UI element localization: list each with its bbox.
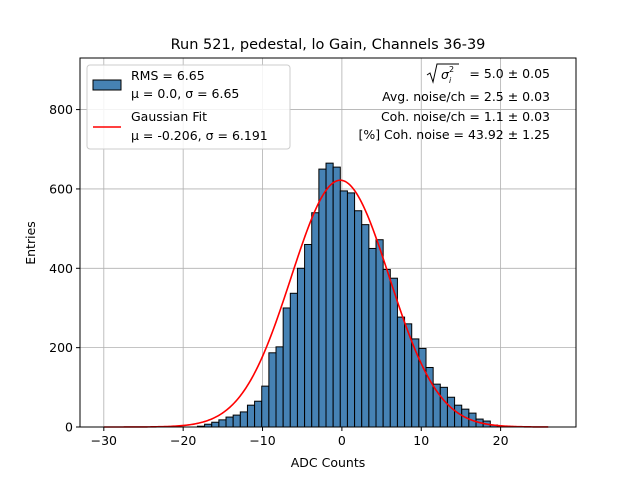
histogram-bar [446, 396, 456, 428]
legend-histogram-line2: μ = 0.0, σ = 6.65 [131, 86, 239, 101]
histogram-bar [396, 316, 406, 428]
x-axis-label: ADC Counts [291, 455, 366, 470]
y-tick-label: 400 [49, 261, 73, 276]
legend-fit-line2: μ = -0.206, σ = 6.191 [131, 128, 268, 143]
histogram-bar [239, 411, 248, 428]
annotation-sqrt-sigma: = 5.0 ± 0.05 [469, 66, 550, 81]
histogram-bar [275, 346, 284, 428]
histogram-bar [368, 247, 377, 428]
legend: RMS = 6.65 μ = 0.0, σ = 6.65 Gaussian Fi… [86, 64, 291, 150]
histogram-bar [218, 419, 227, 428]
chart-title: Run 521, pedestal, lo Gain, Channels 36-… [171, 37, 486, 53]
histogram-bar [454, 404, 463, 428]
histogram-bar [354, 210, 363, 428]
x-tick-label: −30 [91, 433, 117, 448]
annotation-coh-noise: Coh. noise/ch = 1.1 ± 0.03 [381, 109, 550, 124]
sqrt-sigma-symbol: σ 2 i [426, 63, 459, 85]
histogram-bar [211, 421, 220, 428]
histogram-bar [361, 224, 370, 428]
histogram-bar [246, 404, 256, 428]
histogram-bar [339, 190, 348, 428]
histogram-bar [268, 352, 277, 428]
histogram-bar [261, 385, 270, 428]
svg-text:σ: σ [441, 67, 450, 82]
y-axis-label: Entries [23, 221, 38, 265]
histogram-bar [346, 192, 356, 428]
histogram-bar [232, 414, 241, 428]
histogram-bar [375, 239, 384, 428]
plot-frame [79, 57, 577, 428]
legend-fit-line1: Gaussian Fit [131, 109, 207, 124]
y-tick-label: 600 [49, 181, 73, 196]
x-tick-label: −10 [249, 433, 275, 448]
legend-histogram-swatch [92, 79, 122, 91]
histogram-bar [332, 166, 341, 428]
x-tick-label: 20 [493, 433, 509, 448]
y-tick-label: 800 [49, 102, 73, 117]
x-tick-label: 10 [413, 433, 429, 448]
histogram-bar [439, 386, 448, 428]
svg-text:i: i [449, 76, 452, 85]
histogram-bar [282, 307, 291, 428]
annotation-coh-noise-percent: [%] Coh. noise = 43.92 ± 1.25 [358, 127, 550, 142]
histogram-bar [382, 268, 391, 428]
gaussian-fit-curve [103, 179, 549, 428]
histogram-bar [289, 292, 298, 428]
histogram-bar [296, 267, 306, 428]
histogram-bar [311, 212, 320, 428]
y-tick-label: 0 [65, 420, 73, 435]
histogram-bar [318, 168, 327, 428]
histogram-bar [254, 400, 263, 428]
histogram-bar [225, 416, 234, 428]
y-axis-ticks: 0 200 400 600 800 [49, 102, 80, 435]
x-tick-label: −20 [170, 433, 196, 448]
y-tick-label: 200 [49, 340, 73, 355]
annotation-avg-noise: Avg. noise/ch = 2.5 ± 0.03 [382, 89, 550, 104]
legend-box [86, 64, 291, 150]
x-tick-label: 0 [338, 433, 346, 448]
x-axis-ticks: −30 −20 −10 0 10 20 [91, 427, 509, 448]
svg-text:2: 2 [449, 65, 454, 74]
histogram-bar [325, 162, 334, 428]
annotations: σ 2 i = 5.0 ± 0.05 Avg. noise/ch = 2.5 ±… [358, 63, 550, 142]
histogram-bar [304, 243, 313, 428]
legend-histogram-line1: RMS = 6.65 [131, 68, 205, 83]
